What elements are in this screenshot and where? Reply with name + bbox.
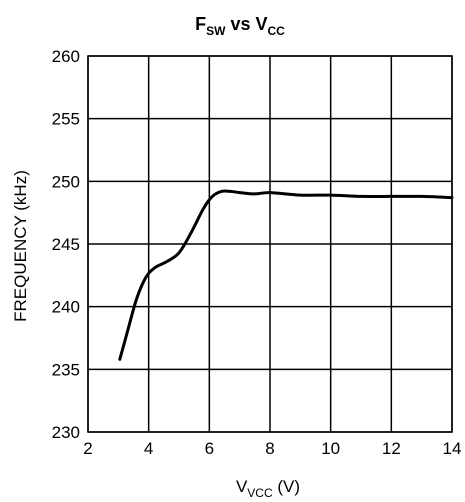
x-tick-label: 10	[321, 439, 340, 458]
x-tick-label: 2	[83, 439, 92, 458]
y-axis-label: FREQUENCY (kHz)	[11, 170, 30, 322]
tick-labels: 2 4 6 8 10 12 14 230 235 240 245 250 255 260	[52, 47, 462, 458]
y-tick-label: 245	[52, 235, 80, 254]
y-tick-label: 230	[52, 423, 80, 442]
x-tick-label: 4	[144, 439, 153, 458]
y-tick-label: 260	[52, 47, 80, 66]
x-tick-label: 12	[382, 439, 401, 458]
chart-title: FSW vs VCC	[195, 14, 285, 38]
y-tick-label: 240	[52, 298, 80, 317]
x-tick-label: 14	[443, 439, 462, 458]
x-tick-label: 6	[205, 439, 214, 458]
plot-frame	[87, 55, 453, 433]
x-tick-label: 8	[265, 439, 274, 458]
grid	[87, 55, 453, 433]
series-line	[118, 189, 454, 361]
x-axis-label: VVCC (V)	[236, 477, 300, 500]
y-tick-label: 250	[52, 172, 80, 191]
y-tick-label: 235	[52, 360, 80, 379]
y-tick-label: 255	[52, 110, 80, 129]
